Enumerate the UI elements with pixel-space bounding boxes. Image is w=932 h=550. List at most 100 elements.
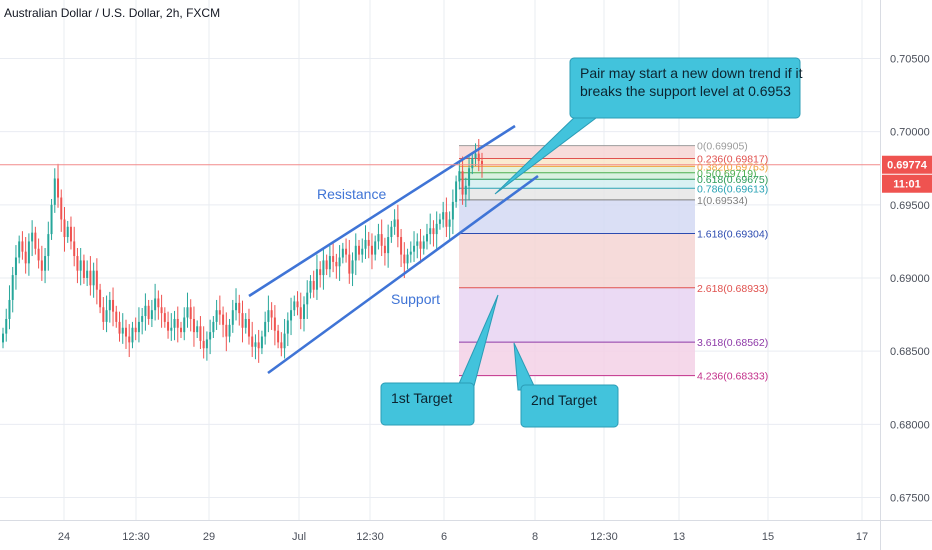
annotation-layer: Resistance Support Pair may start a new do… [0, 57, 880, 428]
fib-zone [459, 166, 695, 173]
countdown-badge [882, 174, 932, 193]
candle-body [147, 305, 150, 319]
candle-body [338, 257, 341, 267]
candle-body [241, 313, 244, 328]
fibonacci-retracement[interactable]: 0(0.69905)0.236(0.69817)0.382(0.69763)0.… [459, 141, 768, 383]
candle-body [448, 219, 451, 227]
candle-body [422, 241, 425, 249]
fib-level-label: 4.236(0.68333) [697, 371, 768, 383]
candle-body [367, 239, 370, 246]
candle-body [438, 219, 441, 224]
candle-body [124, 327, 127, 337]
candle-body [286, 320, 289, 334]
candle-body [290, 310, 293, 321]
candle-body [235, 302, 238, 311]
candle-body [24, 251, 27, 264]
candle-body [76, 256, 79, 271]
candle-body [63, 219, 66, 238]
candle-body [173, 318, 176, 328]
x-tick-label: 24 [58, 531, 70, 543]
callout-target1-box [380, 382, 475, 426]
candle-body [435, 223, 438, 235]
callout-target1-text: 1st Target [391, 390, 452, 406]
candle-body [199, 326, 202, 341]
candle-body [205, 339, 208, 349]
candle-body [293, 301, 296, 311]
candle-body [192, 318, 195, 333]
candle-body [325, 260, 328, 270]
candle-body [108, 299, 111, 311]
candle-body [44, 256, 47, 271]
x-tick-label: Jul [292, 531, 306, 543]
candle-body [416, 241, 419, 246]
candle-body [273, 317, 276, 331]
fib-level-label: 1.618(0.69304) [697, 229, 768, 241]
candle-body [202, 340, 205, 349]
candle-body [57, 178, 60, 198]
fib-zone [459, 342, 695, 376]
candle-body [451, 201, 454, 220]
candle-body [383, 245, 386, 254]
candle-body [141, 316, 144, 322]
candle-body [79, 260, 82, 271]
current-price-label: 0.69774 [887, 160, 928, 172]
candle-body [99, 289, 102, 308]
candle-body [322, 260, 325, 276]
candle-body [53, 178, 56, 205]
candle-body [209, 332, 212, 340]
fib-zone [459, 172, 695, 180]
candle-body [254, 342, 257, 347]
candle-body [364, 239, 367, 249]
candle-body [154, 298, 157, 311]
candle-body [186, 307, 189, 318]
x-tick-label: 13 [673, 531, 685, 543]
candle-body [69, 226, 72, 242]
candle-body [5, 318, 8, 334]
candle-body [403, 254, 406, 264]
candle-body [86, 270, 89, 278]
candle-body [370, 245, 373, 255]
candle-body [176, 318, 179, 328]
candle-body [82, 260, 85, 278]
candle-body [429, 228, 432, 235]
x-tick-label: 17 [856, 531, 868, 543]
candle-body [218, 310, 221, 315]
y-tick-label: 0.68500 [890, 346, 930, 358]
price-channel[interactable] [248, 124, 539, 375]
candle-body [461, 171, 464, 195]
candle-body [40, 260, 43, 271]
fib-level-label: 0.786(0.69613) [697, 183, 768, 195]
candle-body [277, 330, 280, 343]
candle-body [471, 158, 474, 169]
candle-body [315, 269, 318, 290]
candle-body [196, 326, 199, 333]
candle-body [2, 333, 4, 343]
candle-body [231, 310, 234, 325]
x-tick-label: 12:30 [590, 531, 618, 543]
candle-body [180, 327, 183, 333]
candle-body [348, 254, 351, 274]
y-tick-label: 0.70000 [890, 127, 930, 139]
candle-body [377, 234, 380, 242]
candle-body [380, 234, 383, 246]
fib-zone [459, 233, 695, 288]
fib-level-label: 0.618(0.69675) [697, 174, 768, 186]
candle-body [31, 232, 34, 242]
candle-body [50, 204, 53, 235]
candle-body [251, 336, 254, 347]
candle-body [105, 310, 108, 322]
candle-body [92, 270, 95, 286]
candle-body [387, 237, 390, 254]
fib-level-label: 3.618(0.68562) [697, 337, 768, 349]
candle-body [163, 313, 166, 322]
candle-body [425, 234, 428, 242]
candle-body [458, 171, 461, 182]
candle-body [358, 245, 361, 255]
candle-body [18, 241, 21, 258]
fib-zone [459, 145, 695, 159]
candle-body [167, 321, 170, 331]
candle-body [121, 327, 124, 334]
